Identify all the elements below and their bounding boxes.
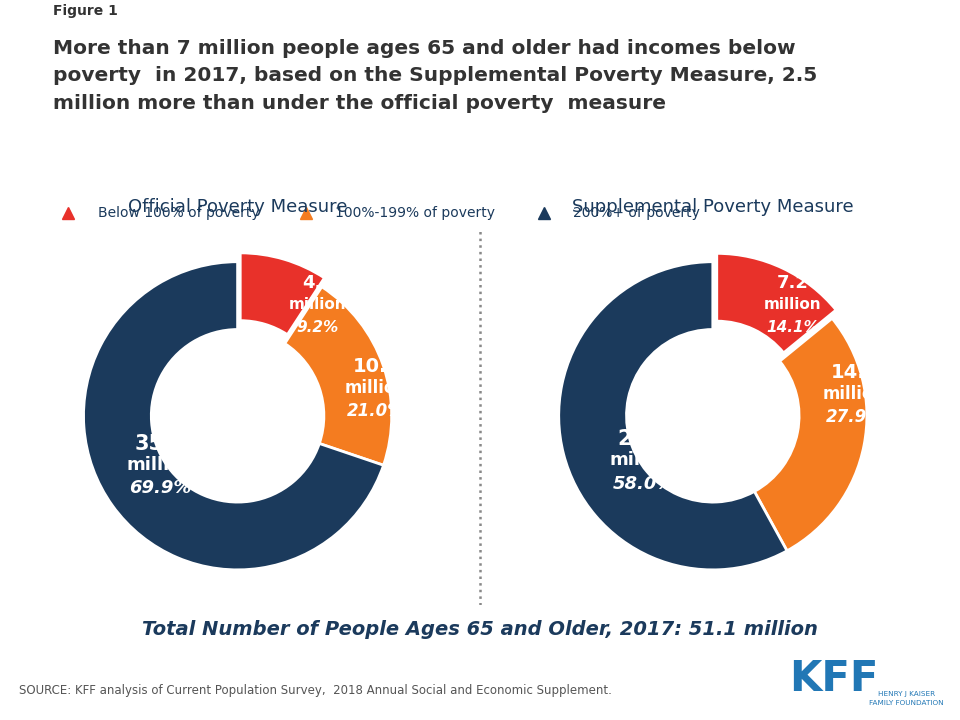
Text: 100%-199% of poverty: 100%-199% of poverty bbox=[335, 206, 495, 220]
Text: SOURCE: KFF analysis of Current Population Survey,  2018 Annual Social and Econo: SOURCE: KFF analysis of Current Populati… bbox=[19, 684, 612, 697]
Text: million: million bbox=[289, 297, 347, 312]
Text: 21.0%: 21.0% bbox=[348, 402, 405, 420]
Wedge shape bbox=[717, 253, 836, 353]
Text: 69.9%: 69.9% bbox=[130, 480, 192, 498]
Text: More than 7 million people ages 65 and older had incomes below
poverty  in 2017,: More than 7 million people ages 65 and o… bbox=[53, 39, 817, 113]
Wedge shape bbox=[84, 261, 384, 570]
Text: HENRY J KAISER
FAMILY FOUNDATION: HENRY J KAISER FAMILY FOUNDATION bbox=[869, 691, 944, 706]
Text: KFF: KFF bbox=[789, 658, 878, 701]
Wedge shape bbox=[559, 261, 787, 570]
Text: 35.7: 35.7 bbox=[134, 433, 186, 454]
Title: Supplemental Poverty Measure: Supplemental Poverty Measure bbox=[572, 198, 853, 216]
Wedge shape bbox=[755, 318, 867, 551]
Text: 29.6: 29.6 bbox=[617, 429, 669, 449]
Text: 58.0%: 58.0% bbox=[612, 474, 675, 492]
Text: million: million bbox=[764, 297, 822, 312]
Text: 14.2: 14.2 bbox=[830, 363, 878, 382]
Text: 9.2%: 9.2% bbox=[297, 320, 339, 336]
Text: Figure 1: Figure 1 bbox=[53, 4, 118, 17]
Text: 4.7: 4.7 bbox=[301, 274, 334, 292]
Text: Below 100% of poverty: Below 100% of poverty bbox=[98, 206, 259, 220]
Text: 14.1%: 14.1% bbox=[766, 320, 819, 336]
Text: Total Number of People Ages 65 and Older, 2017: 51.1 million: Total Number of People Ages 65 and Older… bbox=[142, 620, 818, 639]
Text: million: million bbox=[823, 385, 886, 403]
Text: million: million bbox=[610, 451, 678, 469]
Text: 27.9%: 27.9% bbox=[826, 408, 883, 426]
Text: million: million bbox=[345, 379, 408, 397]
Text: 200%+ of poverty: 200%+ of poverty bbox=[573, 206, 700, 220]
Text: 10.7: 10.7 bbox=[352, 357, 400, 376]
Title: Official Poverty Measure: Official Poverty Measure bbox=[128, 198, 348, 216]
Wedge shape bbox=[240, 253, 324, 335]
Text: million: million bbox=[127, 456, 195, 474]
Text: 7.2: 7.2 bbox=[777, 274, 809, 292]
Wedge shape bbox=[285, 287, 392, 465]
